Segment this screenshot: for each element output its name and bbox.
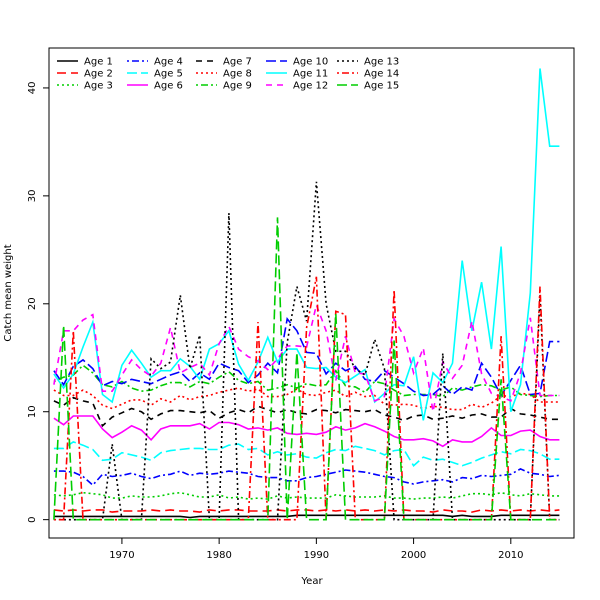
legend-entry-label: Age 11 <box>293 69 328 80</box>
series-line-age-10 <box>53 317 560 398</box>
y-tick-label: 30 <box>27 189 38 202</box>
legend-entry-label: Age 13 <box>364 57 399 68</box>
y-axis-label: Catch mean weight <box>3 244 14 341</box>
x-tick-label: 1970 <box>109 550 134 561</box>
x-axis-label: Year <box>300 576 323 587</box>
series-line-age-8 <box>53 387 560 411</box>
legend-entry-label: Age 2 <box>84 69 113 80</box>
series-line-age-6 <box>53 415 560 448</box>
x-axis: 1970 1980 1990 2000 2010 <box>109 538 524 561</box>
legend-entry-label: Age 5 <box>154 69 183 80</box>
series-line-age-14 <box>53 276 560 521</box>
y-tick-label: 10 <box>27 405 38 418</box>
y-tick-label: 0 <box>27 516 38 522</box>
legend-entry-label: Age 12 <box>293 81 328 92</box>
series-line-age-15 <box>53 217 560 521</box>
x-tick-label: 2000 <box>401 550 426 561</box>
plot-frame <box>48 47 575 539</box>
legend-entry-label: Age 6 <box>154 81 183 92</box>
x-tick-label: 1990 <box>304 550 329 561</box>
series-layer <box>53 68 560 521</box>
series-line-age-9 <box>53 364 560 398</box>
legend-entry-label: Age 1 <box>84 57 113 68</box>
y-tick-label: 20 <box>27 297 38 310</box>
series-line-age-7 <box>53 396 560 428</box>
legend-entry-label: Age 14 <box>364 69 399 80</box>
series-line-age-3 <box>53 491 560 500</box>
legend-entry-label: Age 8 <box>223 69 252 80</box>
legend-entry-label: Age 4 <box>154 57 183 68</box>
x-tick-label: 2010 <box>498 550 523 561</box>
series-line-age-4 <box>53 468 560 487</box>
series-line-age-11 <box>53 68 560 421</box>
y-tick-label: 40 <box>27 82 38 95</box>
legend-entry-label: Age 10 <box>293 57 328 68</box>
legend-entry-label: Age 9 <box>223 81 252 92</box>
legend-entry-label: Age 3 <box>84 81 113 92</box>
legend-entry-label: Age 15 <box>364 81 399 92</box>
y-axis: 0 10 20 30 40 <box>27 82 49 523</box>
series-line-age-5 <box>53 441 560 467</box>
x-tick-label: 1980 <box>206 550 231 561</box>
legend-entry-label: Age 7 <box>223 57 252 68</box>
series-line-age-12 <box>53 302 560 412</box>
